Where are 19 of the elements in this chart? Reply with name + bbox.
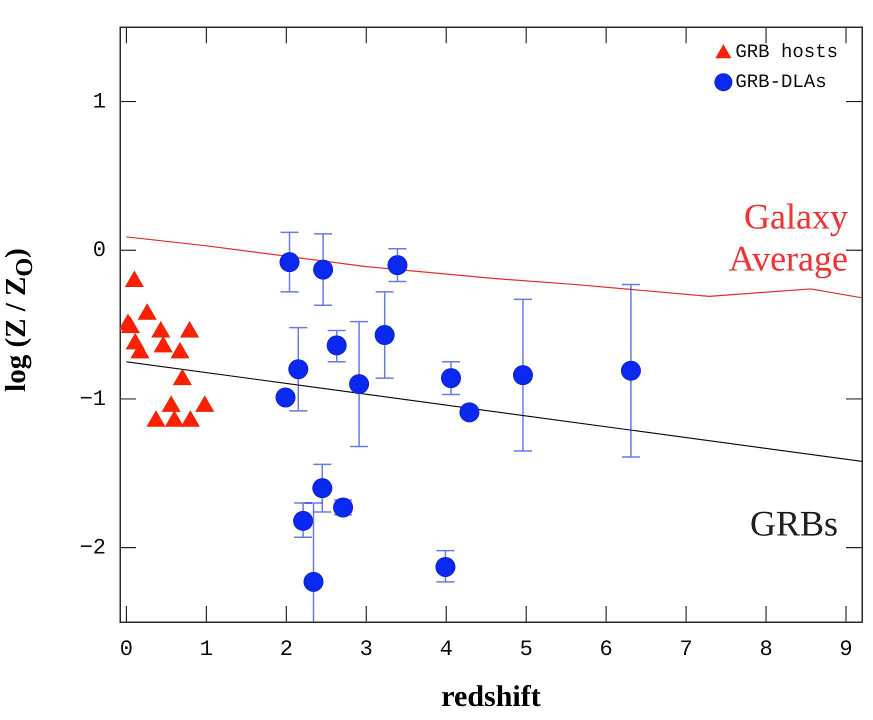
x-tick-label: 8 [759,637,773,662]
y-tick-label: −1 [80,386,106,412]
x-axis-title: redshift [441,680,541,713]
x-tick-label: 1 [200,637,213,662]
legend-label: GRB-DLAs [735,71,827,94]
legend-label: GRB hosts [735,41,838,64]
y-tick-label: 1 [92,89,106,114]
x-tick-label: 9 [839,637,853,662]
y-tick-label: 0 [92,238,106,264]
y-tick-label: −2 [80,535,106,560]
x-tick-label: 6 [600,637,613,662]
annotation: Galaxy Average [728,196,848,278]
x-tick-label: 7 [679,637,693,662]
x-tick-label: 5 [520,637,533,662]
x-tick-label: 2 [280,637,293,662]
x-tick-label: 3 [360,637,373,662]
x-tick-label: 0 [120,637,133,662]
annotation: GRBs [750,503,838,544]
x-tick-label: 4 [440,637,453,662]
